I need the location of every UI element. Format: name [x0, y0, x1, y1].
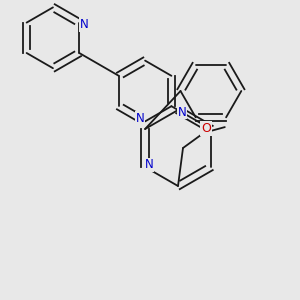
Text: N: N [145, 158, 154, 172]
Text: N: N [136, 112, 145, 125]
Text: N: N [80, 18, 88, 31]
Text: N: N [178, 106, 186, 118]
Text: O: O [201, 122, 211, 135]
